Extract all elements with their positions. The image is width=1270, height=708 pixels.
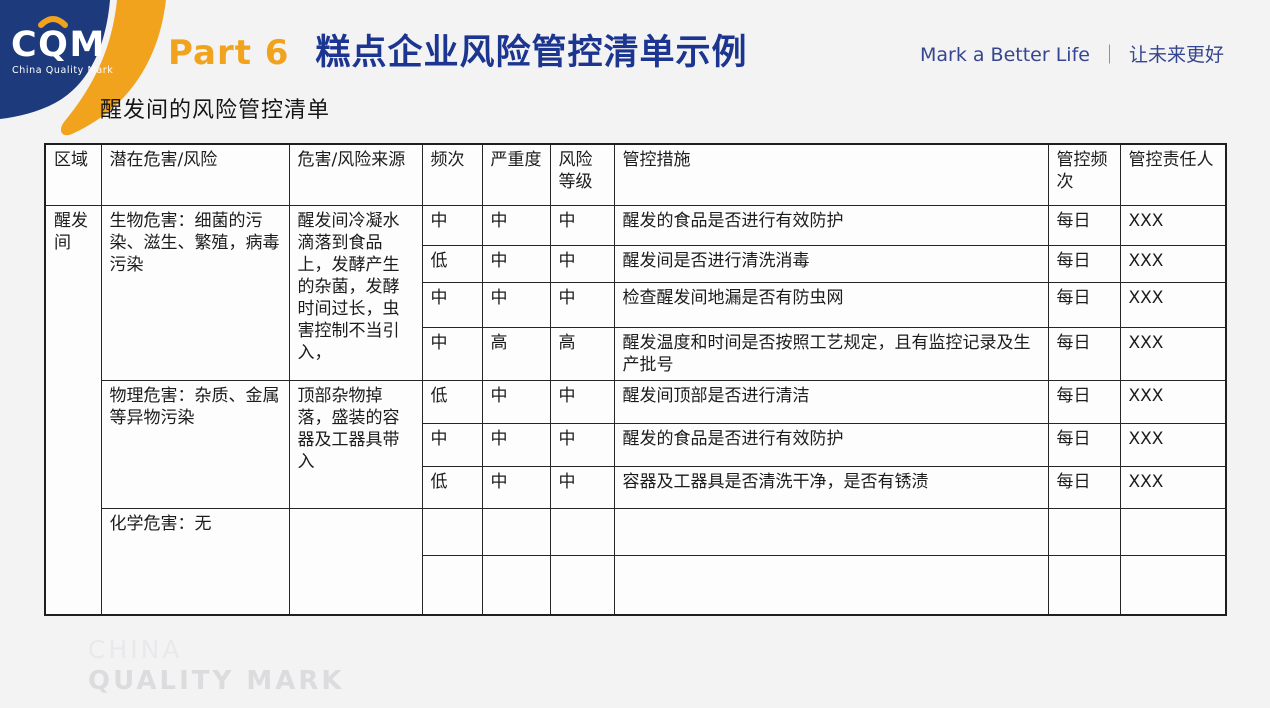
cell-owner: XXX	[1119, 379, 1227, 424]
background-watermark: CHINA QUALITY MARK	[88, 634, 345, 698]
cell-owner: XXX	[1119, 281, 1227, 328]
cell-frequency	[421, 507, 483, 556]
cell-frequency: 中	[421, 281, 483, 328]
cell-control-measure: 醒发的食品是否进行有效防护	[613, 204, 1049, 246]
header-row: 区域 潜在危害/风险 危害/风险来源 频次 严重度 风险等级 管控措施 管控频次…	[44, 143, 1227, 206]
cell-frequency: 中	[421, 326, 483, 381]
cell-control-measure: 醒发的食品是否进行有效防护	[613, 422, 1049, 467]
header: Part 6 糕点企业风险管控清单示例	[168, 24, 747, 75]
page-title: 糕点企业风险管控清单示例	[315, 33, 748, 73]
cell-owner	[1119, 554, 1227, 616]
cell-control-frequency: 每日	[1047, 204, 1121, 246]
cell-hazard: 生物危害：细菌的污染、滋生、繁殖，病毒污染	[100, 204, 290, 381]
cell-area: 醒发间	[44, 204, 102, 616]
cell-frequency: 低	[421, 244, 483, 283]
table-row: 醒发间 生物危害：细菌的污染、滋生、繁殖，病毒污染 醒发间冷凝水滴落到食品上，发…	[44, 204, 1227, 616]
cell-hazard-source	[288, 507, 423, 616]
cell-frequency: 低	[421, 465, 483, 509]
risk-control-table: 区域 潜在危害/风险 危害/风险来源 频次 严重度 风险等级 管控措施 管控频次…	[44, 143, 1227, 617]
table-caption: 醒发间的风险管控清单	[100, 98, 331, 123]
cell-risk-level: 中	[549, 422, 615, 467]
cell-control-measure: 醒发温度和时间是否按照工艺规定，且有监控记录及生产批号	[613, 326, 1049, 381]
cell-frequency: 中	[421, 204, 483, 246]
column-header-measure: 管控措施	[613, 143, 1049, 206]
cell-severity: 中	[481, 379, 551, 424]
table-row: 低 中 中 容器及工器具是否清洗干净，是否有锈渍 每日 XXX	[45, 465, 1227, 509]
cell-severity: 高	[481, 326, 551, 381]
cell-severity	[481, 507, 551, 556]
cell-hazard: 物理危害：杂质、金属等异物污染	[100, 379, 290, 509]
cell-control-frequency: 每日	[1047, 326, 1121, 381]
cell-control-frequency	[1047, 554, 1121, 616]
cell-hazard: 化学危害：无	[100, 507, 290, 616]
cell-risk-level: 高	[549, 326, 615, 381]
cell-control-measure: 醒发间顶部是否进行清洁	[613, 379, 1049, 424]
table-row	[45, 554, 1227, 616]
cell-control-frequency: 每日	[1047, 379, 1121, 424]
cell-severity	[481, 554, 551, 616]
logo-brand-text: CQM	[11, 25, 106, 65]
column-header-control-frequency: 管控频次	[1047, 143, 1121, 206]
logo-q-arc	[38, 16, 68, 28]
cell-owner	[1119, 507, 1227, 556]
watermark-line2: QUALITY MARK	[88, 666, 345, 697]
cell-hazard-source: 醒发间冷凝水滴落到食品上，发酵产生的杂菌，发酵时间过长，虫害控制不当引入，	[288, 204, 423, 381]
column-header-owner: 管控责任人	[1119, 143, 1227, 206]
cell-risk-level: 中	[549, 379, 615, 424]
cell-frequency	[421, 554, 483, 616]
cell-severity: 中	[481, 465, 551, 509]
cell-control-frequency: 每日	[1047, 244, 1121, 283]
column-header-hazard: 潜在危害/风险	[100, 143, 290, 206]
cell-severity: 中	[481, 422, 551, 467]
column-header-area: 区域	[44, 143, 102, 206]
logo-navy-shape	[0, 0, 110, 119]
cell-severity: 中	[481, 281, 551, 328]
cell-control-measure	[613, 507, 1049, 556]
table-row: 低 中 中 醒发间是否进行清洗消毒 每日 XXX	[45, 244, 1227, 283]
motto-english: Mark a Better Life	[919, 44, 1090, 66]
logo-tagline-text: China Quality Mark	[12, 65, 113, 76]
cell-control-measure: 醒发间是否进行清洗消毒	[613, 244, 1049, 283]
table-row: 中 中 中 检查醒发间地漏是否有防虫网 每日 XXX	[45, 281, 1227, 328]
cell-owner: XXX	[1119, 244, 1227, 283]
motto-separator: ｜	[1099, 44, 1119, 66]
cqm-logo: CQM China Quality Mark	[0, 0, 166, 136]
logo-orange-swoosh	[60, 0, 166, 136]
table-row: 中 高 高 醒发温度和时间是否按照工艺规定，且有监控记录及生产批号 每日 XXX	[45, 326, 1227, 381]
column-header-risk-level: 风险等级	[549, 143, 615, 206]
cell-severity: 中	[481, 244, 551, 283]
cell-owner: XXX	[1119, 326, 1227, 381]
column-header-source: 危害/风险来源	[288, 143, 423, 206]
table-row: 化学危害：无	[45, 507, 1227, 616]
cell-risk-level: 中	[549, 465, 615, 509]
cell-control-frequency: 每日	[1047, 281, 1121, 328]
cell-risk-level	[549, 554, 615, 616]
cell-frequency: 中	[421, 422, 483, 467]
cell-control-measure	[613, 554, 1049, 616]
cell-owner: XXX	[1119, 422, 1227, 467]
table-row: 物理危害：杂质、金属等异物污染 顶部杂物掉落，盛装的容器及工器具带入 低 中 中…	[45, 379, 1227, 509]
cell-frequency: 低	[421, 379, 483, 424]
watermark-line1: CHINA	[88, 635, 183, 664]
column-header-severity: 严重度	[481, 143, 551, 206]
cell-control-measure: 容器及工器具是否清洗干净，是否有锈渍	[613, 465, 1049, 509]
part-label: Part 6	[168, 33, 290, 73]
cell-control-frequency: 每日	[1047, 422, 1121, 467]
cell-owner: XXX	[1119, 204, 1227, 246]
cell-severity: 中	[481, 204, 551, 246]
cell-owner: XXX	[1119, 465, 1227, 509]
cell-hazard-source: 顶部杂物掉落，盛装的容器及工器具带入	[288, 379, 423, 509]
motto-chinese: 让未来更好	[1128, 44, 1224, 66]
brand-motto: Mark a Better Life ｜ 让未来更好	[920, 40, 1224, 67]
cell-risk-level: 中	[549, 244, 615, 283]
cell-risk-level: 中	[549, 204, 615, 246]
cell-control-frequency	[1047, 507, 1121, 556]
cell-control-frequency: 每日	[1047, 465, 1121, 509]
cell-risk-level: 中	[549, 281, 615, 328]
column-header-frequency: 频次	[421, 143, 483, 206]
cell-control-measure: 检查醒发间地漏是否有防虫网	[613, 281, 1049, 328]
cell-risk-level	[549, 507, 615, 556]
